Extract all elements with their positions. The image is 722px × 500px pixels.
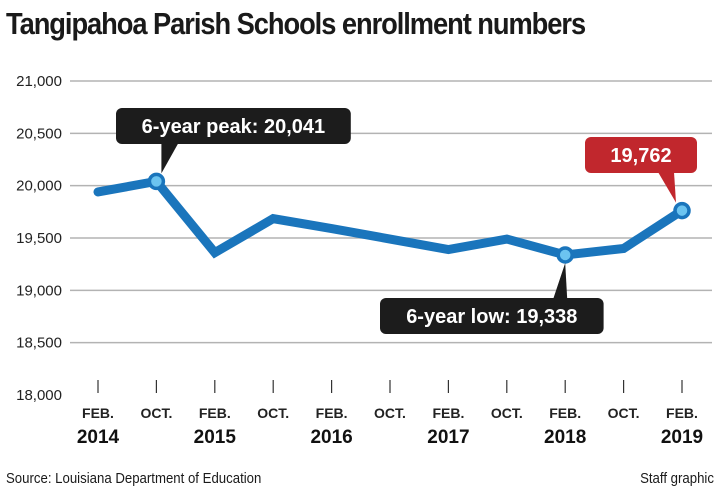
x-tick-month: OCT.: [491, 405, 523, 421]
x-tick-year: 2019: [661, 427, 703, 448]
y-tick-label: 19,500: [16, 230, 62, 247]
x-tick-month: OCT.: [374, 405, 406, 421]
y-tick-label: 20,000: [16, 178, 62, 195]
chart-title: Tangipahoa Parish Schools enrollment num…: [6, 6, 586, 41]
highlight-marker: [673, 201, 691, 220]
callout-label: 6-year low: 19,338: [406, 306, 577, 328]
x-tick-month: OCT.: [257, 405, 289, 421]
x-tick-year: 2018: [544, 427, 586, 448]
x-tick-month: FEB.: [666, 405, 698, 421]
x-tick-year: 2017: [427, 427, 469, 448]
x-tick-month: OCT.: [140, 405, 172, 421]
highlight-marker: [147, 172, 166, 191]
enrollment-line: [93, 176, 687, 260]
callout-box: [116, 108, 351, 144]
x-tick-month: FEB.: [82, 405, 114, 421]
x-tick-month: FEB.: [549, 405, 581, 421]
x-tick-year: 2015: [194, 427, 237, 448]
x-tick-year: 2014: [77, 427, 120, 448]
callout-pointer: [161, 143, 179, 174]
callout-label: 19,762: [610, 145, 671, 167]
callout-box: [380, 298, 604, 334]
x-tick-month: FEB.: [432, 405, 464, 421]
credit-note: Staff graphic: [640, 470, 714, 487]
y-tick-label: 19,000: [16, 282, 62, 299]
callout-pointer: [658, 172, 676, 203]
x-tick-month: FEB.: [316, 405, 348, 421]
highlight-marker: [556, 246, 574, 264]
y-tick-label: 21,000: [16, 73, 62, 90]
y-tick-label: 20,500: [16, 125, 62, 142]
x-tick-month: OCT.: [608, 405, 640, 421]
y-tick-label: 18,500: [16, 335, 62, 352]
callout-label: 6-year peak: 20,041: [142, 116, 325, 138]
callout-pointer: [553, 262, 568, 299]
source-note: Source: Louisiana Department of Educatio…: [6, 470, 262, 487]
y-tick-label: 18,000: [16, 387, 62, 404]
callout-box: [585, 137, 697, 173]
x-tick-month: FEB.: [199, 405, 231, 421]
x-tick-year: 2016: [310, 427, 352, 448]
